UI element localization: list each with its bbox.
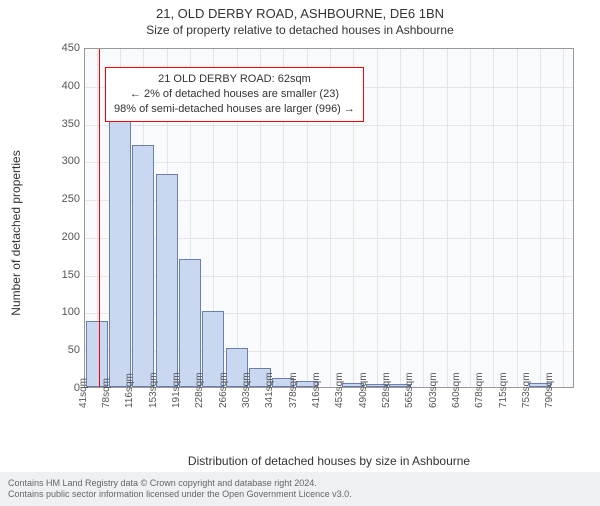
gridline-v	[423, 49, 424, 387]
histogram-bar	[132, 145, 154, 387]
y-tick-label: 350	[50, 118, 80, 130]
annotation-line: 98% of semi-detached houses are larger (…	[114, 102, 355, 117]
y-tick-label: 450	[50, 42, 80, 54]
gridline-h	[85, 162, 573, 163]
y-tick-label: 150	[50, 269, 80, 281]
annotation-line: 21 OLD DERBY ROAD: 62sqm	[114, 72, 355, 87]
y-tick-label: 200	[50, 231, 80, 243]
gridline-h	[85, 125, 573, 126]
plot-area: 21 OLD DERBY ROAD: 62sqm← 2% of detached…	[84, 48, 574, 388]
y-tick-label: 50	[50, 344, 80, 356]
footer-line-1: Contains HM Land Registry data © Crown c…	[8, 478, 592, 489]
gridline-v	[540, 49, 541, 387]
annotation-line: ← 2% of detached houses are smaller (23)	[114, 87, 355, 102]
y-tick-label: 100	[50, 306, 80, 318]
property-marker-line	[99, 49, 100, 387]
annotation-box: 21 OLD DERBY ROAD: 62sqm← 2% of detached…	[105, 67, 364, 122]
gridline-v	[517, 49, 518, 387]
chart-container: Number of detached properties 21 OLD DER…	[54, 48, 574, 418]
histogram-bar	[179, 259, 201, 387]
y-tick-label: 400	[50, 80, 80, 92]
gridline-v	[493, 49, 494, 387]
histogram-bar	[156, 174, 178, 387]
gridline-v	[400, 49, 401, 387]
y-tick-label: 250	[50, 193, 80, 205]
gridline-v	[563, 49, 564, 387]
page-subtitle: Size of property relative to detached ho…	[0, 23, 600, 37]
x-tick-label: 790sqm	[544, 372, 576, 408]
y-tick-label: 0	[50, 382, 80, 394]
page-title: 21, OLD DERBY ROAD, ASHBOURNE, DE6 1BN	[0, 6, 600, 21]
histogram-bar	[109, 119, 131, 387]
y-axis-label: Number of detached properties	[9, 150, 23, 315]
gridline-v	[377, 49, 378, 387]
x-axis-label: Distribution of detached houses by size …	[84, 454, 574, 468]
y-tick-label: 300	[50, 155, 80, 167]
footer-line-2: Contains public sector information licen…	[8, 489, 592, 500]
gridline-v	[447, 49, 448, 387]
gridline-v	[470, 49, 471, 387]
footer: Contains HM Land Registry data © Crown c…	[0, 472, 600, 506]
